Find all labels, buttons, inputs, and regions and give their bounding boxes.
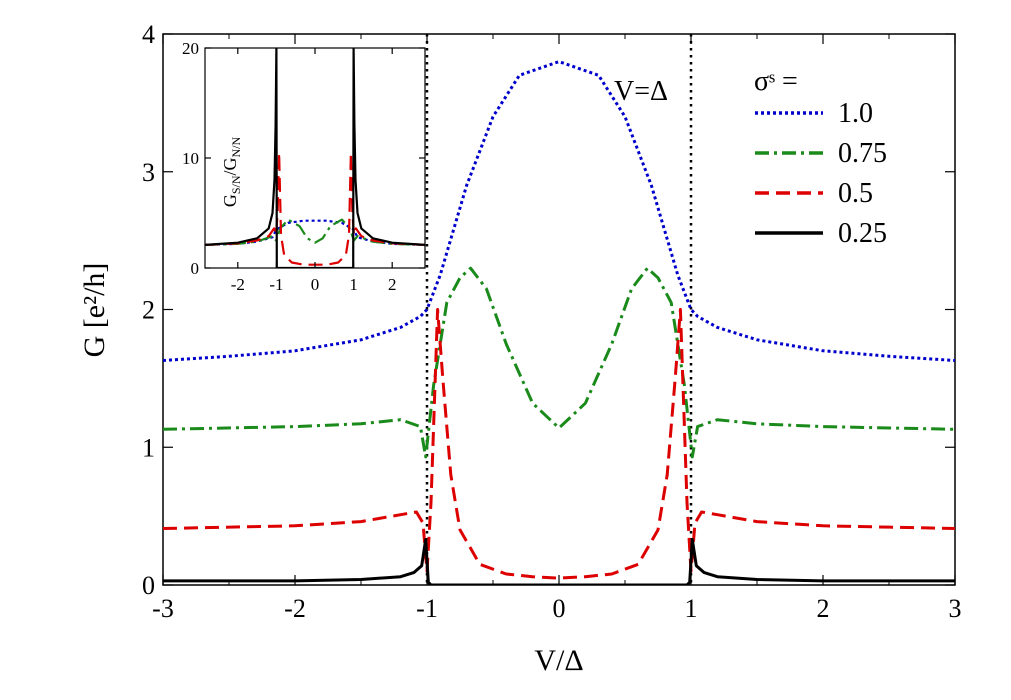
main-x-tick-label: -2 xyxy=(284,594,306,623)
inset-y-axis-title: GS/N/GN/N xyxy=(220,136,243,207)
main-series-line-1.0 xyxy=(163,60,955,362)
main-series-line-0.25 xyxy=(163,538,955,585)
main-y-tick-label: 4 xyxy=(142,20,155,49)
main-series-group xyxy=(163,60,955,585)
main-x-tick-label: 0 xyxy=(553,594,566,623)
inset-y-tick-label: 10 xyxy=(182,149,199,168)
inset-x-tick-label: -2 xyxy=(231,275,245,294)
legend-label-0.5: 0.5 xyxy=(838,178,873,209)
inset-ylabel-sub1: S/N xyxy=(229,175,243,194)
inset-ylabel-main: G xyxy=(220,194,240,207)
main-x-tick-label: -3 xyxy=(152,594,174,623)
main-x-tick-label: 1 xyxy=(685,594,698,623)
main-y-tick-label: 3 xyxy=(142,158,155,187)
inset-x-tick-label: 0 xyxy=(311,275,320,294)
inset-x-tick-label: -1 xyxy=(269,275,283,294)
inset-plot-background xyxy=(205,48,425,268)
inset-y-tick-label: 20 xyxy=(182,39,199,58)
legend: σˢ = 1.0 0.75 0.5 0.25 xyxy=(754,66,887,249)
legend-label-0.75: 0.75 xyxy=(838,138,887,169)
legend-label-0.25: 0.25 xyxy=(838,218,887,249)
inset-ylabel-sub2: N/N xyxy=(229,136,243,157)
main-axis-ticks: -3 -2 -1 0 1 2 3 0 1 2 3 4 xyxy=(142,20,962,623)
inset-x-tick-label: 1 xyxy=(349,275,358,294)
inset-x-tick-label: 2 xyxy=(388,275,397,294)
legend-label-1.0: 1.0 xyxy=(838,98,873,129)
main-x-tick-label: 2 xyxy=(817,594,830,623)
main-y-tick-label: 0 xyxy=(142,571,155,600)
x-axis-title: V/Δ xyxy=(534,644,583,677)
main-x-tick-label: 3 xyxy=(949,594,962,623)
main-reference-lines xyxy=(425,34,693,585)
main-y-tick-label: 2 xyxy=(142,296,155,325)
inset-series-line-0.75 xyxy=(205,218,425,246)
main-y-tick-label: 1 xyxy=(142,433,155,462)
y-axis-title: G [e²/h] xyxy=(78,263,111,358)
legend-title: σˢ = xyxy=(754,66,798,97)
main-series-line-0.5 xyxy=(163,308,955,580)
inset-series-line-0.25 xyxy=(205,48,425,268)
inset-y-tick-label: 0 xyxy=(191,259,200,278)
main-x-tick-label: -1 xyxy=(416,594,438,623)
inset-ylabel-sep: /G xyxy=(220,157,240,175)
v-equals-delta-annotation: V=Δ xyxy=(614,76,668,107)
main-series-line-0.75 xyxy=(163,266,955,459)
